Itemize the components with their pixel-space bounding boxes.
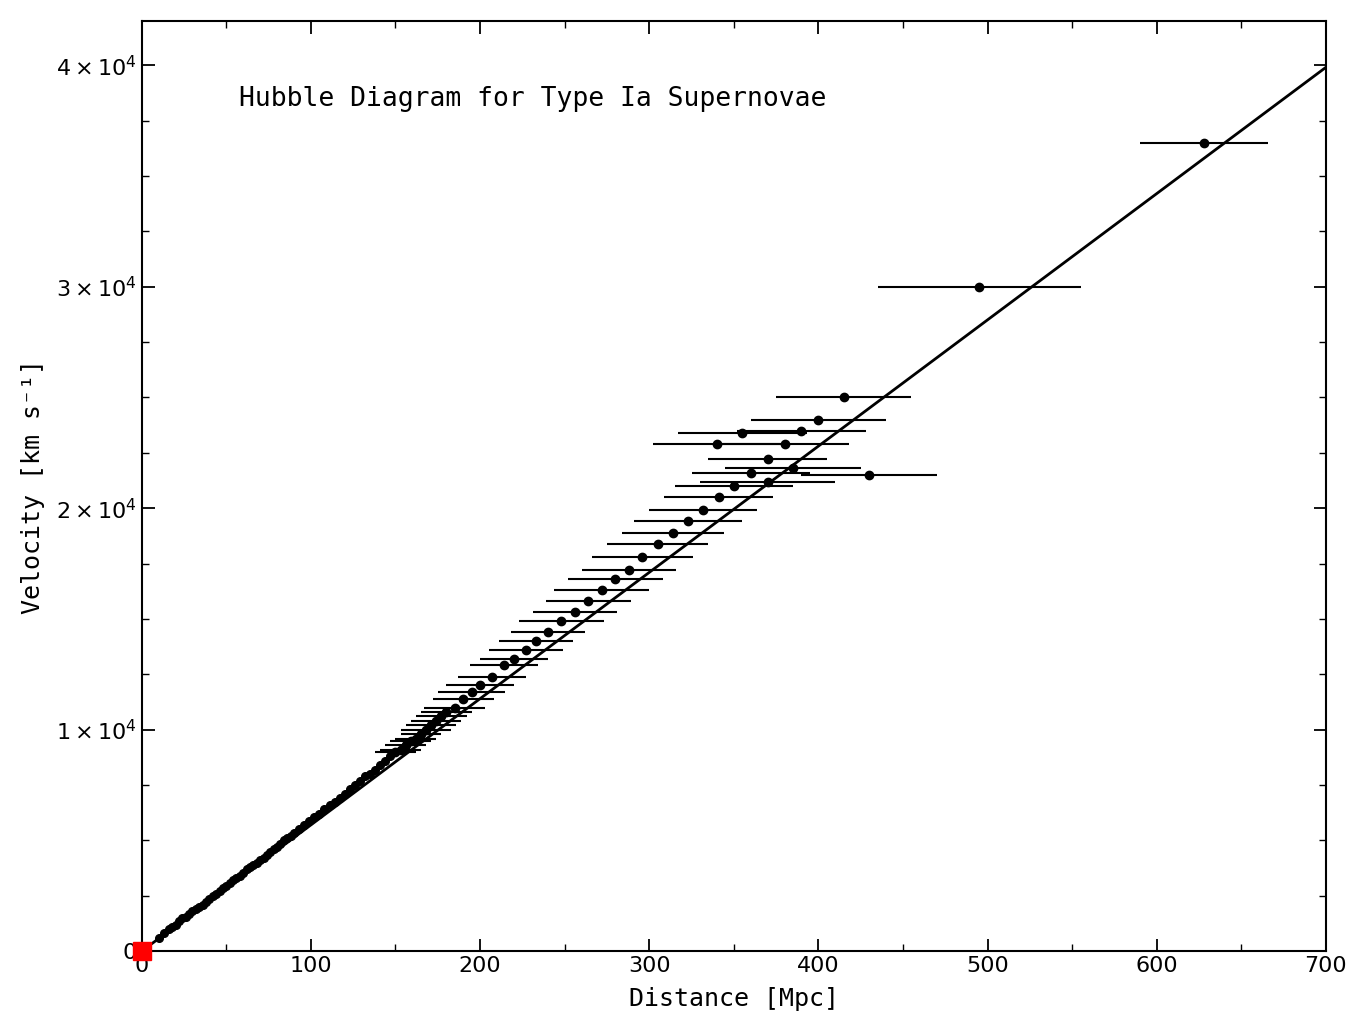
- X-axis label: Distance [Mpc]: Distance [Mpc]: [629, 988, 839, 1011]
- Text: Hubble Diagram for Type Ia Supernovae: Hubble Diagram for Type Ia Supernovae: [239, 86, 826, 111]
- Y-axis label: Velocity [km s⁻¹]: Velocity [km s⁻¹]: [21, 358, 45, 613]
